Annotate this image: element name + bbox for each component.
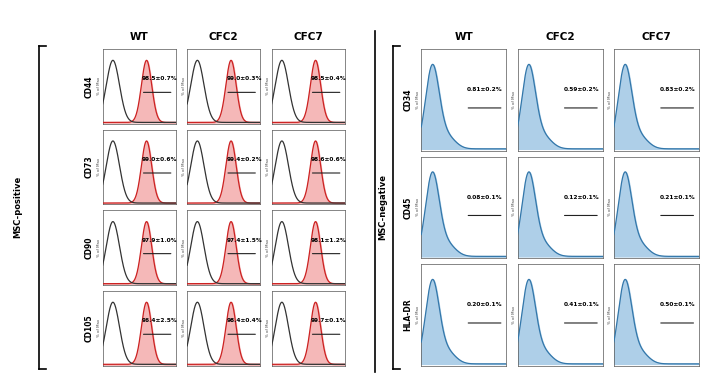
Text: 98.6±0.6%: 98.6±0.6% <box>311 157 347 162</box>
Text: 0.81±0.2%: 0.81±0.2% <box>467 87 503 92</box>
Text: 0.41±0.1%: 0.41±0.1% <box>564 302 599 307</box>
Text: CFC2: CFC2 <box>209 32 239 42</box>
Y-axis label: % of Max: % of Max <box>608 91 612 109</box>
Text: 97.9±1.0%: 97.9±1.0% <box>142 238 178 243</box>
Y-axis label: % of Max: % of Max <box>416 198 420 217</box>
Y-axis label: % of Max: % of Max <box>97 158 101 176</box>
Text: 0.83±0.2%: 0.83±0.2% <box>660 87 695 92</box>
Text: WT: WT <box>455 32 473 42</box>
Text: MSC-negative: MSC-negative <box>378 174 387 240</box>
Y-axis label: % of Max: % of Max <box>266 238 270 257</box>
Y-axis label: % of Max: % of Max <box>416 306 420 324</box>
Text: 99.7±0.1%: 99.7±0.1% <box>311 318 347 323</box>
Y-axis label: % of Max: % of Max <box>182 238 185 257</box>
Text: 0.20±0.1%: 0.20±0.1% <box>467 302 503 307</box>
Y-axis label: % of Max: % of Max <box>97 319 101 338</box>
Text: CD45: CD45 <box>404 196 412 218</box>
Text: CFC7: CFC7 <box>293 32 323 42</box>
Text: CD44: CD44 <box>85 75 93 98</box>
Text: CD73: CD73 <box>85 156 93 178</box>
Y-axis label: % of Max: % of Max <box>512 91 516 109</box>
Y-axis label: % of Max: % of Max <box>608 198 612 217</box>
Y-axis label: % of Max: % of Max <box>266 319 270 338</box>
Text: WT: WT <box>130 32 149 42</box>
Text: 96.4±2.5%: 96.4±2.5% <box>142 318 178 323</box>
Y-axis label: % of Max: % of Max <box>182 77 185 96</box>
Text: MSC-positive: MSC-positive <box>13 176 22 238</box>
Y-axis label: % of Max: % of Max <box>97 238 101 257</box>
Text: 99.4±0.2%: 99.4±0.2% <box>227 157 262 162</box>
Y-axis label: % of Max: % of Max <box>608 306 612 324</box>
Text: CFC7: CFC7 <box>641 32 671 42</box>
Text: 98.1±1.2%: 98.1±1.2% <box>311 238 347 243</box>
Text: 97.4±1.5%: 97.4±1.5% <box>227 238 263 243</box>
Text: 0.21±0.1%: 0.21±0.1% <box>660 195 695 200</box>
Y-axis label: % of Max: % of Max <box>182 158 185 176</box>
Text: 0.12±0.1%: 0.12±0.1% <box>564 195 599 200</box>
Text: 98.5±0.7%: 98.5±0.7% <box>142 76 178 81</box>
Text: HLA-DR: HLA-DR <box>404 299 412 331</box>
Text: 0.08±0.1%: 0.08±0.1% <box>467 195 503 200</box>
Text: 98.5±0.4%: 98.5±0.4% <box>311 76 347 81</box>
Text: 98.4±0.4%: 98.4±0.4% <box>227 318 263 323</box>
Y-axis label: % of Max: % of Max <box>182 319 185 338</box>
Text: CD105: CD105 <box>85 314 93 342</box>
Text: CD34: CD34 <box>404 89 412 111</box>
Text: 0.50±0.1%: 0.50±0.1% <box>660 302 695 307</box>
Y-axis label: % of Max: % of Max <box>512 198 516 217</box>
Text: 0.59±0.2%: 0.59±0.2% <box>564 87 599 92</box>
Text: CFC2: CFC2 <box>545 32 575 42</box>
Text: CD90: CD90 <box>85 237 93 259</box>
Y-axis label: % of Max: % of Max <box>97 77 101 96</box>
Y-axis label: % of Max: % of Max <box>266 158 270 176</box>
Y-axis label: % of Max: % of Max <box>266 77 270 96</box>
Y-axis label: % of Max: % of Max <box>416 91 420 109</box>
Y-axis label: % of Max: % of Max <box>512 306 516 324</box>
Text: 99.0±0.3%: 99.0±0.3% <box>227 76 262 81</box>
Text: 99.0±0.6%: 99.0±0.6% <box>142 157 178 162</box>
